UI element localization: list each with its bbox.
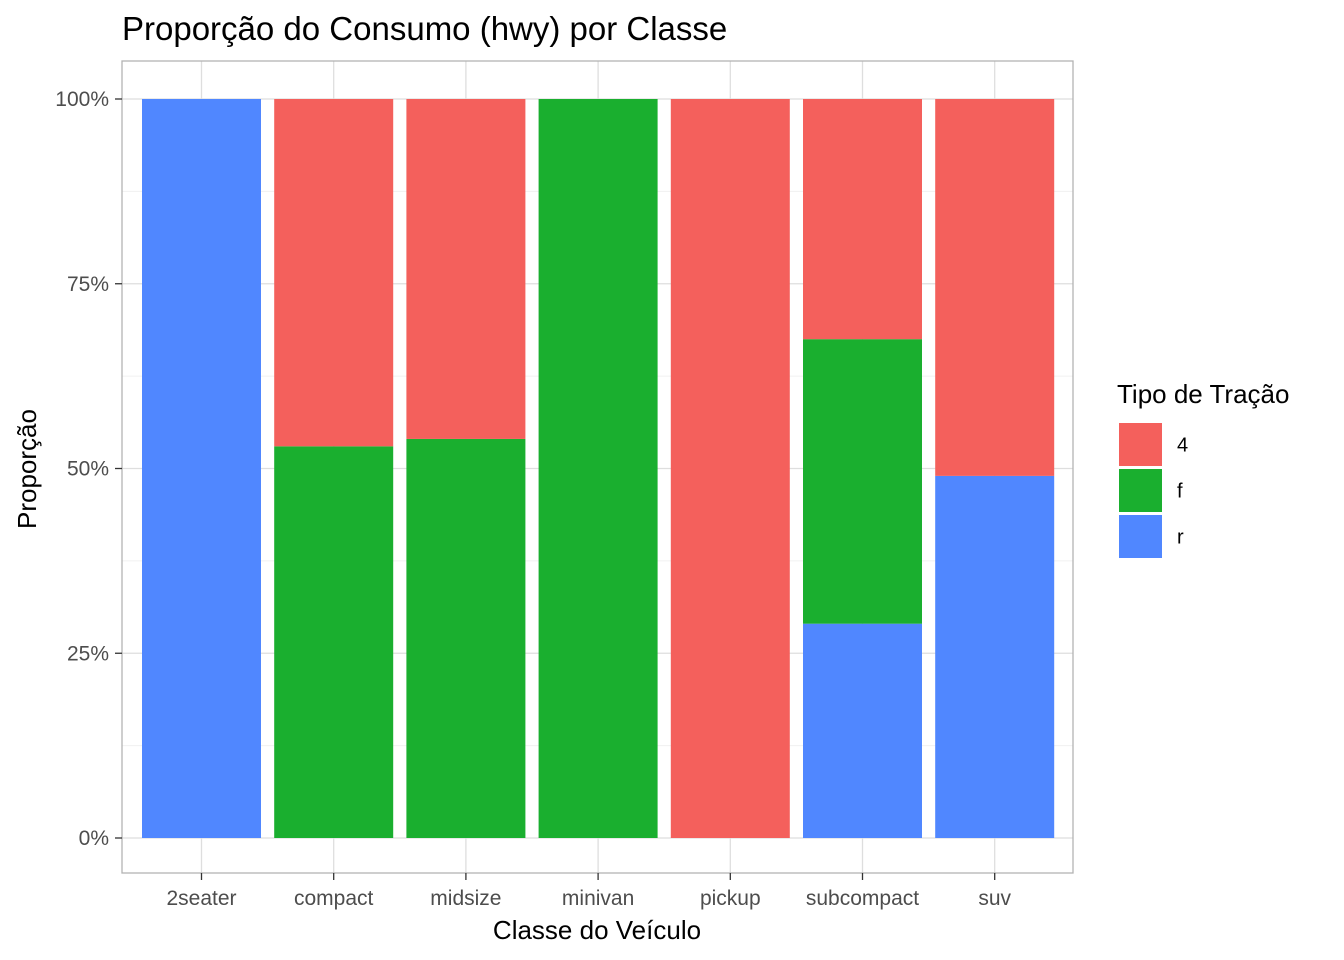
x-tick-label: subcompact xyxy=(806,887,919,910)
bar-suv-4 xyxy=(935,99,1055,476)
bar-compact-4 xyxy=(274,99,394,447)
y-tick-label: 50% xyxy=(67,458,109,481)
legend-label-r: r xyxy=(1177,527,1184,549)
bar-minivan-f xyxy=(538,99,658,838)
y-axis: 0% 25% 50% 75% 100% xyxy=(55,88,122,850)
x-tick-label: 2seater xyxy=(166,887,236,910)
bar-midsize-4 xyxy=(406,99,526,439)
y-tick-label: 100% xyxy=(55,88,109,111)
x-tick-label: suv xyxy=(978,887,1011,910)
legend-key-r xyxy=(1119,515,1162,558)
x-tick-label: midsize xyxy=(430,887,501,910)
y-tick-label: 75% xyxy=(67,273,109,296)
bar-compact-f xyxy=(274,446,394,838)
legend-key-4 xyxy=(1119,423,1162,466)
x-tick-label: compact xyxy=(294,887,374,910)
legend-title: Tipo de Tração xyxy=(1117,379,1289,409)
bar-suv-r xyxy=(935,475,1055,838)
x-tick-label: pickup xyxy=(700,887,761,910)
bar-pickup-4 xyxy=(670,99,790,838)
legend-items: 4 f r xyxy=(1119,423,1188,558)
legend: Tipo de Tração 4 f r xyxy=(1117,379,1289,558)
bar-midsize-f xyxy=(406,438,526,838)
bar-2seater-r xyxy=(142,99,261,838)
chart-title: Proporção do Consumo (hwy) por Classe xyxy=(122,10,727,47)
legend-label-4: 4 xyxy=(1177,435,1188,457)
bar-subcompact-4 xyxy=(803,99,922,340)
y-tick-label: 25% xyxy=(67,642,109,665)
x-axis-title: Classe do Veículo xyxy=(493,915,701,945)
legend-label-f: f xyxy=(1177,481,1183,503)
y-tick-label: 0% xyxy=(79,827,109,850)
legend-key-f xyxy=(1119,469,1162,512)
bars xyxy=(142,99,1055,838)
x-axis: 2seater compact midsize minivan pickup subcom… xyxy=(166,873,1012,910)
x-tick-label: minivan xyxy=(562,887,634,910)
bar-subcompact-f xyxy=(803,339,922,624)
bar-subcompact-r xyxy=(803,623,922,838)
y-axis-title: Proporção xyxy=(12,409,42,529)
